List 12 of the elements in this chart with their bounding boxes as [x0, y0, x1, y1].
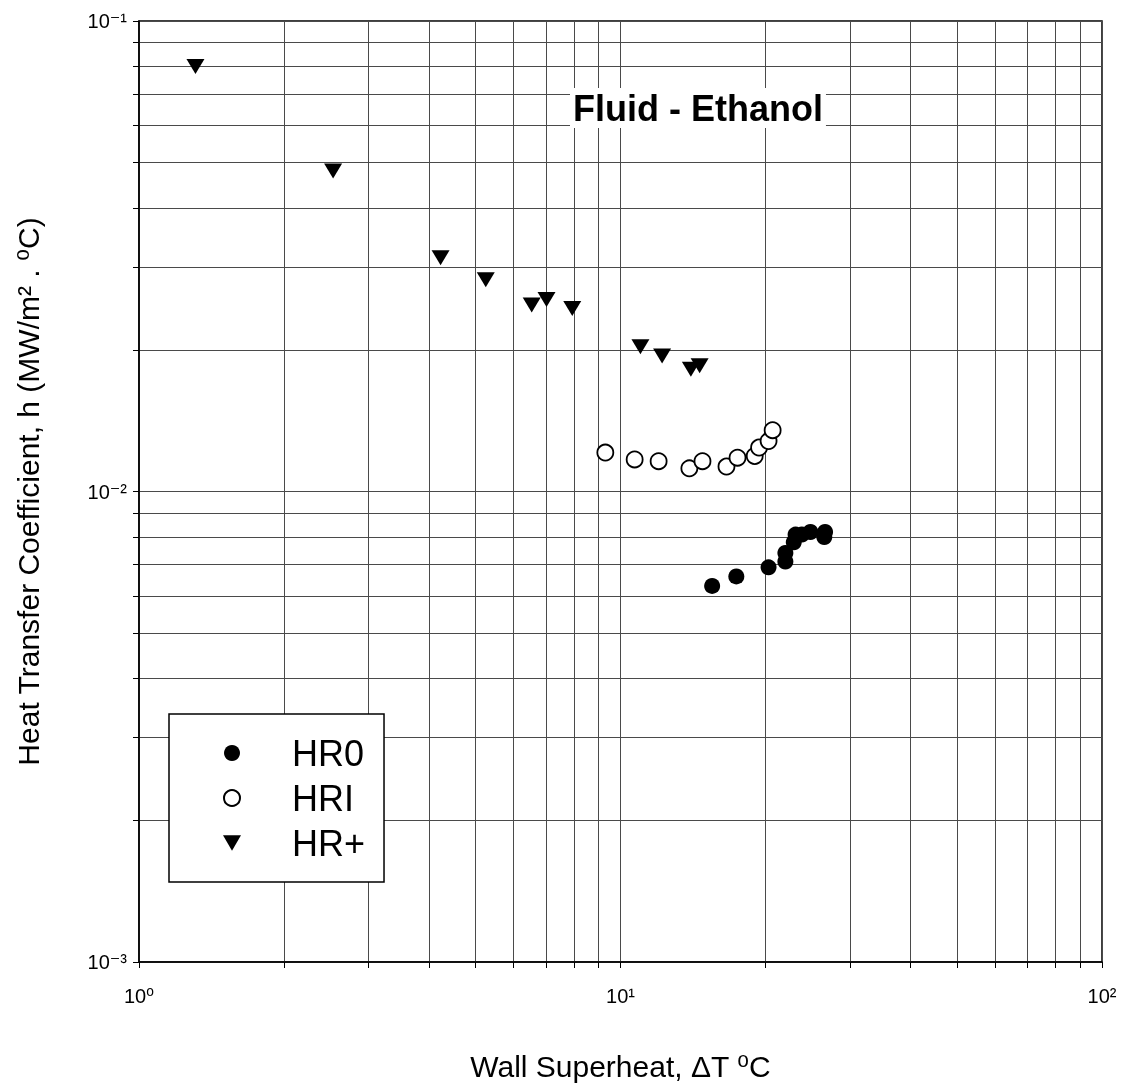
x-tick-label: 10¹	[606, 985, 636, 1007]
y-tick-label: 10⁻²	[87, 480, 128, 503]
y-tick-label: 10⁻¹	[87, 10, 128, 32]
x-tick-label: 10²	[1087, 985, 1117, 1007]
y-axis-title: Heat Transfer Coefficient, h (MW/m² . ⁰C)	[11, 217, 45, 766]
x-tick-label: 10⁰	[123, 985, 155, 1007]
legend-label: HR0	[292, 732, 365, 774]
y-tick-label: 10⁻³	[87, 951, 128, 973]
legend-label: HR+	[292, 822, 366, 864]
x-axis-title: Wall Superheat, ΔT ⁰C	[470, 1049, 771, 1083]
legend-label: HRI	[292, 777, 354, 819]
annotation: Fluid - Ethanol	[573, 87, 823, 129]
